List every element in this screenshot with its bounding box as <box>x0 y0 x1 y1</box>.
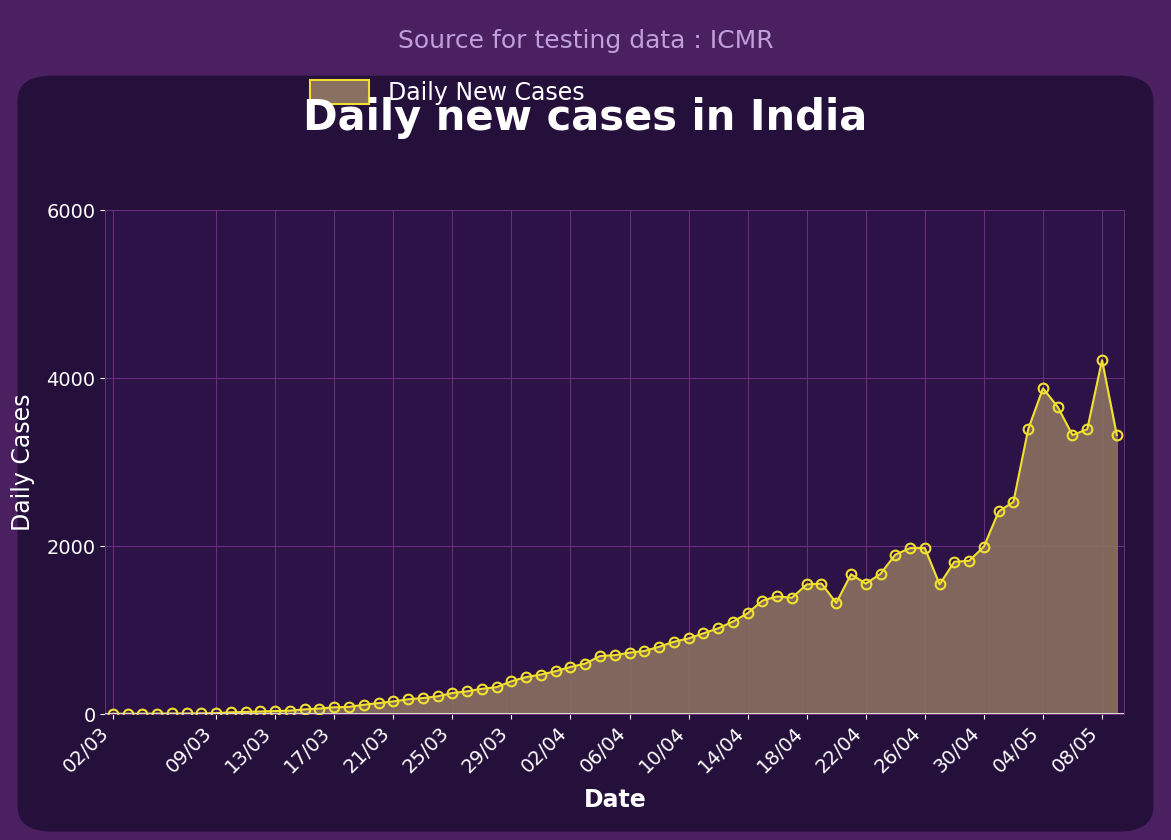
Text: Source for testing data : ICMR: Source for testing data : ICMR <box>398 29 773 54</box>
Y-axis label: Daily Cases: Daily Cases <box>12 393 35 531</box>
X-axis label: Date: Date <box>583 788 646 812</box>
Legend: Daily New Cases: Daily New Cases <box>301 71 594 114</box>
Text: Daily new cases in India: Daily new cases in India <box>303 97 868 139</box>
